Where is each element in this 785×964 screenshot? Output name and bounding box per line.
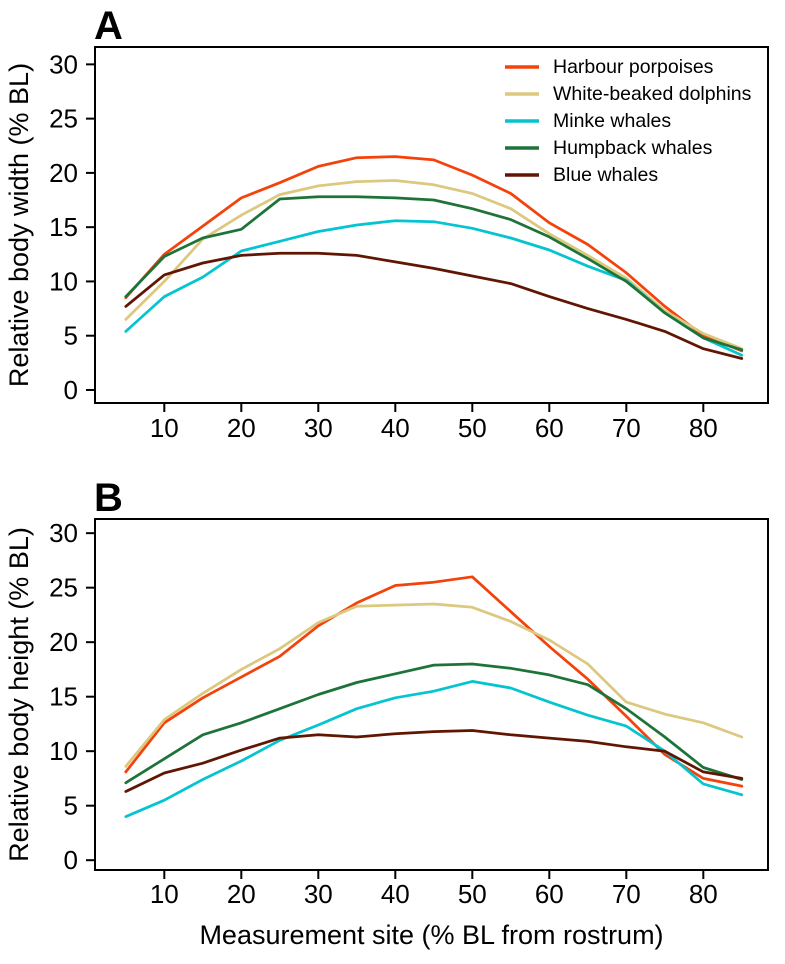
y-tick-label: 20 (49, 627, 78, 657)
x-tick-label: 70 (612, 413, 641, 443)
series-line-minke-whales (124, 680, 744, 818)
y-tick-label: 10 (49, 266, 78, 296)
x-tick-label: 80 (689, 413, 718, 443)
series-line-blue-whales (124, 729, 744, 793)
y-tick-label: 30 (49, 49, 78, 79)
y-tick-label: 5 (64, 791, 78, 821)
panel-a: 10 20 30 40 50 60 70 80 0 5 10 15 20 25 30 Relative bod… (4, 46, 769, 443)
x-tick-label: 20 (227, 413, 256, 443)
plot-area (94, 46, 769, 404)
y-tick-label: 15 (49, 212, 78, 242)
x-tick-label: 50 (458, 413, 487, 443)
y-tick-label: 30 (49, 518, 78, 548)
y-tick-label: 25 (49, 104, 78, 134)
series-line-harbour-porpoises (124, 575, 744, 788)
series-line-white-beaked-dolphins (124, 602, 744, 768)
legend: Harbour porpoises White-beaked dolphins Mi… (505, 56, 752, 186)
x-tick-label: 60 (535, 879, 564, 909)
series-line-humpback-whales (124, 662, 744, 785)
legend-label-humpback-whales: Humpback whales (553, 137, 713, 159)
y-tick-label: 0 (64, 375, 78, 405)
x-tick-label: 30 (304, 879, 333, 909)
x-tick-label: 40 (381, 413, 410, 443)
series-line-harbour-porpoises (124, 155, 744, 353)
x-tick-label: 70 (612, 879, 641, 909)
series-line-blue-whales (124, 251, 744, 360)
panel-a-label: A (94, 4, 123, 48)
x-tick-label: 30 (304, 413, 333, 443)
plot-area (94, 518, 769, 871)
x-tick-label: 10 (150, 413, 179, 443)
series-line-minke-whales (124, 219, 744, 357)
y-axis-title: Relative body height (% BL) (4, 527, 34, 862)
y-tick-label: 15 (49, 682, 78, 712)
x-tick-label: 20 (227, 879, 256, 909)
legend-label-harbour-porpoises: Harbour porpoises (553, 56, 714, 78)
y-tick-label: 5 (64, 321, 78, 351)
y-tick-label: 10 (49, 736, 78, 766)
series-line-white-beaked-dolphins (124, 179, 744, 351)
x-tick-label: 60 (535, 413, 564, 443)
legend-label-white-beaked-dolphins: White-beaked dolphins (553, 83, 752, 105)
legend-label-blue-whales: Blue whales (553, 164, 658, 186)
y-tick-label: 25 (49, 573, 78, 603)
y-axis-title: Relative body width (% BL) (4, 63, 34, 387)
y-tick-label: 0 (64, 845, 78, 875)
x-tick-label: 50 (458, 879, 487, 909)
x-tick-label: 10 (150, 879, 179, 909)
x-tick-label: 40 (381, 879, 410, 909)
y-tick-label: 20 (49, 158, 78, 188)
panel-b: 10 20 30 40 50 60 70 80 0 5 10 15 20 25 30 Relative bod… (4, 518, 769, 950)
x-axis-title: Measurement site (% BL from rostrum) (199, 920, 663, 950)
legend-label-minke-whales: Minke whales (553, 110, 671, 132)
x-tick-label: 80 (689, 879, 718, 909)
series-line-humpback-whales (124, 195, 744, 352)
panel-b-label: B (94, 476, 123, 520)
